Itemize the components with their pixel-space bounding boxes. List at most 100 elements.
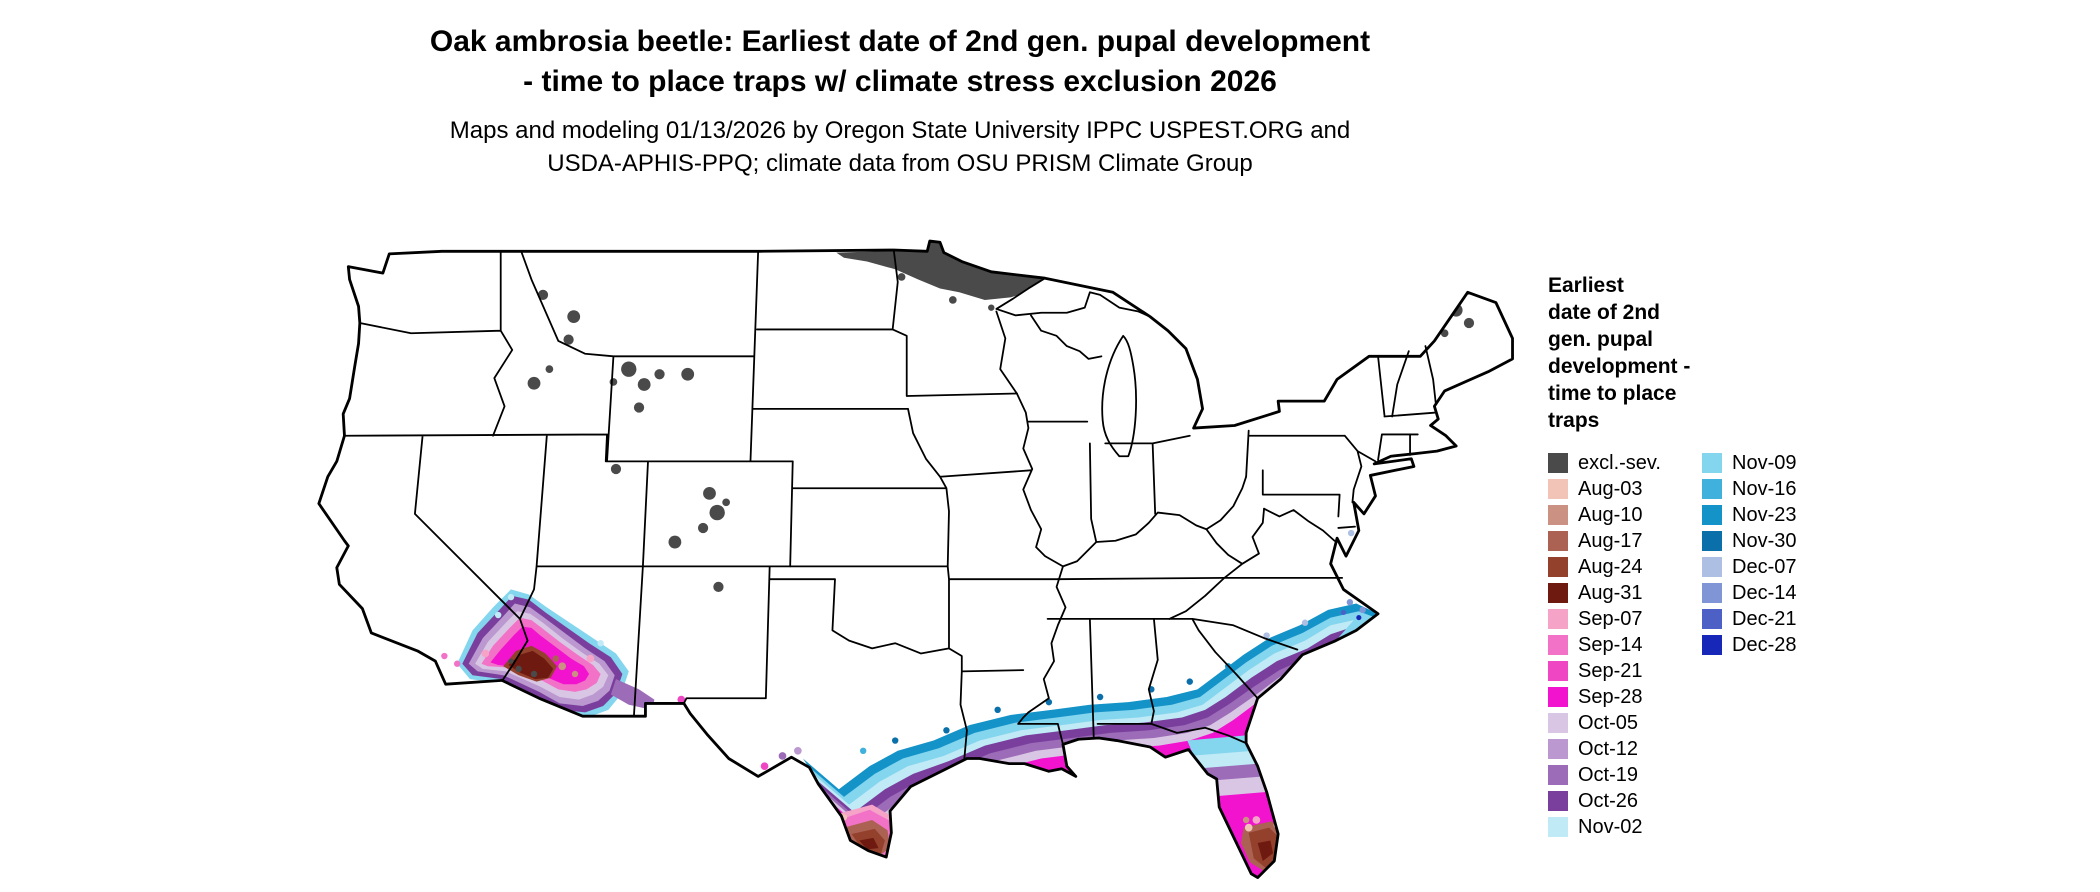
exclusion-speck: [668, 535, 682, 549]
legend-swatch: [1702, 557, 1722, 577]
region-speck: [794, 746, 802, 755]
legend-swatch: [1548, 609, 1568, 629]
legend-columns: excl.-sev. Aug-03 Aug-10 Aug-17 Aug-24 Aug-31…: [1548, 450, 2100, 840]
legend-item: Nov-02: [1548, 814, 1702, 840]
legend-swatch: [1548, 505, 1568, 525]
region-speck: [891, 737, 899, 744]
region-speck: [859, 747, 867, 755]
us-map-container: [288, 218, 1528, 884]
legend-swatch: [1548, 635, 1568, 655]
region-speck: [1096, 693, 1104, 701]
legend-item: Dec-14: [1702, 580, 1862, 606]
region-speck: [515, 665, 522, 673]
legend-label: Sep-14: [1578, 633, 1643, 656]
map-title-line-1: Oak ambrosia beetle: Earliest date of 2n…: [429, 25, 1371, 58]
exclusion-speck: [988, 304, 995, 311]
exclusion-speck: [527, 376, 541, 390]
legend-title-line: gen. pupal: [1548, 328, 1653, 351]
legend-title-line: date of 2nd: [1548, 301, 1661, 324]
legend-label: Sep-21: [1578, 659, 1643, 682]
legend-label: Aug-17: [1578, 529, 1643, 552]
legend-label: Sep-28: [1578, 685, 1643, 708]
exclusion-speck: [1463, 317, 1475, 329]
legend-swatch: [1548, 739, 1568, 759]
region-speck: [508, 658, 514, 664]
exclusion-speck: [709, 504, 725, 521]
region-speck: [1347, 529, 1355, 537]
region-speck: [507, 593, 515, 601]
region-speck: [1346, 599, 1354, 606]
exclusion-speck: [897, 273, 906, 281]
region-speck: [530, 670, 538, 678]
map-title-line-2: - time to place traps w/ climate stress …: [523, 65, 1277, 98]
region-speck: [1244, 823, 1253, 832]
exclusion-speck: [545, 365, 554, 373]
legend-label: Nov-09: [1732, 451, 1797, 474]
legend-title-line: traps: [1548, 409, 1600, 432]
exclusion-speck: [563, 334, 574, 345]
region-speck: [994, 706, 1001, 714]
region-speck: [760, 762, 769, 771]
exclusion-speck: [1440, 329, 1449, 338]
region-texas-aug31: [859, 837, 879, 850]
region-florida-aug31: [1257, 840, 1274, 861]
state-borders-west: [343, 250, 949, 718]
lake-michigan: [1101, 334, 1137, 458]
legend-swatch: [1548, 791, 1568, 811]
region-sw-border-strip: [610, 679, 655, 710]
region-speck: [1359, 606, 1366, 614]
legend-swatch: [1548, 661, 1568, 681]
legend-item: Dec-21: [1702, 606, 1862, 632]
exclusion-speck: [697, 522, 709, 534]
legend-swatch: [1548, 453, 1568, 473]
legend-label: Aug-03: [1578, 477, 1643, 500]
legend-title-line: Earliest: [1548, 274, 1624, 297]
map-subtitle-line-1: Maps and modeling 01/13/2026 by Oregon S…: [449, 117, 1351, 144]
legend-item: Sep-07: [1548, 606, 1702, 632]
region-speck: [1340, 609, 1347, 616]
legend-label: Dec-07: [1732, 555, 1797, 578]
region-speck: [1186, 678, 1193, 685]
legend-label: Aug-10: [1578, 503, 1643, 526]
legend-item: excl.-sev.: [1548, 450, 1702, 476]
legend-label: Nov-02: [1578, 815, 1643, 838]
state-borders: [343, 250, 1437, 760]
legend-item: Nov-09: [1702, 450, 1862, 476]
region-speck: [1045, 698, 1053, 706]
map-subtitle-line-2: USDA-APHIS-PPQ; climate data from OSU PR…: [547, 150, 1253, 177]
region-speck: [586, 654, 595, 663]
legend-swatch: [1548, 531, 1568, 551]
legend-label: Oct-19: [1578, 763, 1639, 786]
legend-label: Dec-14: [1732, 581, 1797, 604]
exclusion-speck: [633, 402, 645, 413]
legend-swatch: [1548, 713, 1568, 733]
region-speck: [552, 655, 559, 662]
legend-item: Oct-12: [1548, 736, 1702, 762]
legend-swatch: [1702, 531, 1722, 551]
legend-swatch: [1702, 505, 1722, 525]
region-speck: [1356, 615, 1362, 621]
region-speck: [1263, 632, 1270, 639]
legend-item: Aug-17: [1548, 528, 1702, 554]
great-lakes: [995, 277, 1151, 458]
region-speck: [441, 652, 448, 660]
exclusion-speck: [654, 369, 665, 380]
legend-swatch: [1548, 479, 1568, 499]
legend-item: Dec-07: [1702, 554, 1862, 580]
legend-swatch: [1548, 583, 1568, 603]
state-borders-plains: [682, 250, 1059, 760]
region-speck: [558, 662, 567, 671]
legend-swatch: [1548, 557, 1568, 577]
region-exclusion-north: [836, 241, 1046, 300]
legend-item: Aug-24: [1548, 554, 1702, 580]
legend-item: Oct-19: [1548, 762, 1702, 788]
legend-label: Aug-24: [1578, 555, 1643, 578]
legend-label: Oct-12: [1578, 737, 1639, 760]
legend-item: Nov-23: [1702, 502, 1862, 528]
legend-item: Aug-10: [1548, 502, 1702, 528]
legend-col-2: Nov-09 Nov-16 Nov-23 Nov-30 Dec-07 Dec-14 Dec-…: [1702, 450, 1862, 658]
legend-swatch: [1702, 609, 1722, 629]
state-borders-northeast: [1245, 345, 1437, 542]
legend-item: Oct-05: [1548, 710, 1702, 736]
region-speck: [494, 611, 502, 619]
